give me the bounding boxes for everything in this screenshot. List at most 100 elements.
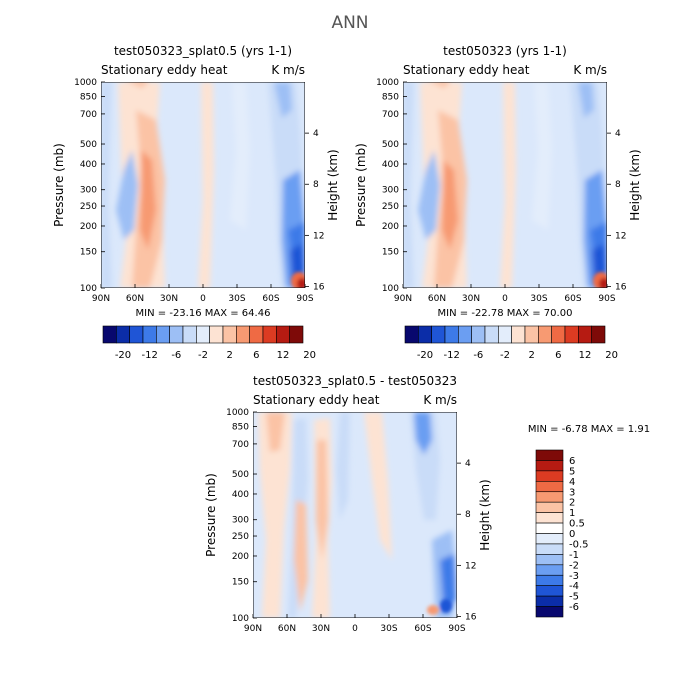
colorbar-swatch (498, 325, 512, 344)
panel-1-subtitle-right: K m/s (271, 63, 305, 77)
y-axis-title: Pressure (mb) (354, 143, 368, 227)
colorbar-swatch (222, 325, 237, 344)
panel-1-field (101, 82, 305, 288)
colorbar-label: 12 (277, 350, 290, 361)
y-tick-label: 1000 (226, 408, 249, 418)
y2-tick-label: 8 (465, 510, 471, 520)
colorbar-label: -0.5 (569, 539, 589, 550)
y-tick-label: 200 (232, 552, 249, 562)
colorbar-label: 2 (528, 350, 534, 361)
y-tick-label: 250 (382, 202, 399, 212)
colorbar-label: -12 (141, 350, 157, 361)
x-tick-label: 90S (296, 294, 313, 304)
y-tick-label: 500 (80, 140, 97, 150)
colorbar-swatch (156, 325, 170, 344)
y-axis-title: Pressure (mb) (204, 473, 218, 557)
y2-tick-label: 16 (615, 282, 627, 292)
x-tick-label: 90N (394, 294, 412, 304)
panel-2-subtitle-right: K m/s (573, 63, 607, 77)
colorbar-label: 20 (303, 350, 316, 361)
axes-layer: 90N 60N 30N 0 30S 60S 90S100150200250300400500… (52, 78, 650, 634)
colorbar-swatch (511, 325, 526, 344)
colorbar-swatch (535, 595, 564, 607)
colorbar-swatch (404, 325, 419, 344)
colorbar-swatch (458, 325, 472, 344)
x-tick-label: 90S (448, 624, 465, 634)
panel-3-field (253, 412, 457, 618)
y-tick-label: 500 (232, 470, 249, 480)
colorbar-label: 6 (253, 350, 259, 361)
panel-2-subtitle-left: Stationary eddy heat (403, 63, 530, 77)
y2-axis-title: Height (km) (628, 149, 642, 220)
colorbar-swatch (444, 325, 459, 344)
x-tick-label: 30N (312, 624, 330, 634)
colorbar-swatch (535, 512, 564, 524)
y-tick-label: 700 (232, 440, 249, 450)
colorbar-label: 4 (569, 477, 575, 488)
colorbar-label: -4 (569, 581, 579, 592)
colorbar-swatch (535, 543, 564, 555)
colorbar-label: 0 (569, 529, 575, 540)
colorbar-swatch (535, 470, 564, 482)
colorbar-swatch (182, 325, 197, 344)
colorbar-label: 3 (569, 487, 575, 498)
x-tick-label: 30S (380, 624, 397, 634)
colorbar-swatch (535, 554, 564, 566)
colorbar-swatch (209, 325, 224, 344)
colorbar-label: -2 (569, 560, 579, 571)
y-tick-label: 850 (80, 93, 97, 103)
panel-2-field (403, 82, 607, 288)
y-tick-label: 400 (232, 490, 249, 500)
colorbar-label: -2 (198, 350, 208, 361)
colorbar-swatch (578, 325, 592, 344)
y2-tick-label: 4 (615, 129, 621, 139)
y-tick-label: 100 (382, 284, 399, 294)
y2-tick-label: 4 (313, 129, 319, 139)
panel-2: test050323 (yrs 1-1) Stationary eddy hea… (403, 44, 607, 288)
colorbar-label: -5 (569, 592, 579, 603)
y2-axis-title: Height (km) (326, 149, 340, 220)
y-tick-label: 300 (232, 516, 249, 526)
x-tick-label: 90N (244, 624, 262, 634)
colorbar-label: 12 (579, 350, 592, 361)
colorbar-swatch (538, 325, 552, 344)
y-tick-label: 700 (80, 110, 97, 120)
colorbar-swatch (535, 481, 564, 493)
y-tick-label: 150 (382, 248, 399, 258)
colorbar-swatch (535, 460, 564, 472)
figure-title: ANN (331, 13, 368, 33)
colorbar-swatch (129, 325, 144, 344)
colorbar-label: -3 (569, 571, 579, 582)
colorbar-swatch (196, 325, 210, 344)
x-tick-label: 30N (462, 294, 480, 304)
colorbar-label: 1 (569, 508, 575, 519)
y-tick-label: 850 (232, 423, 249, 433)
x-tick-label: 30S (228, 294, 245, 304)
colorbar-label: 2 (569, 498, 575, 509)
panel-3: test050323_splat0.5 - test050323 Station… (253, 374, 457, 618)
colorbar-swatch (591, 325, 606, 344)
colorbar-label: -2 (500, 350, 510, 361)
colorbar-swatch (535, 449, 564, 461)
y2-tick-label: 16 (313, 282, 325, 292)
colorbar-label: -1 (569, 550, 579, 561)
panel-1-subtitle-left: Stationary eddy heat (101, 63, 228, 77)
y2-tick-label: 12 (465, 561, 476, 571)
x-tick-label: 90S (598, 294, 615, 304)
y-tick-label: 100 (80, 284, 97, 294)
colorbar-swatch (535, 564, 564, 576)
y-tick-label: 150 (80, 248, 97, 258)
colorbar-swatch (535, 522, 564, 534)
y2-tick-label: 8 (615, 180, 621, 190)
y2-tick-label: 8 (313, 180, 319, 190)
colorbar-swatch (535, 491, 564, 503)
colorbar-swatch (276, 325, 290, 344)
colorbar-swatch (551, 325, 566, 344)
colorbar-swatch (564, 325, 579, 344)
y-tick-label: 100 (232, 614, 249, 624)
y-tick-label: 150 (232, 578, 249, 588)
x-tick-label: 60S (564, 294, 581, 304)
colorbar-swatch (418, 325, 432, 344)
y-tick-label: 400 (80, 160, 97, 170)
panel-1: test050323_splat0.5 (yrs 1-1) Stationary… (101, 44, 305, 288)
